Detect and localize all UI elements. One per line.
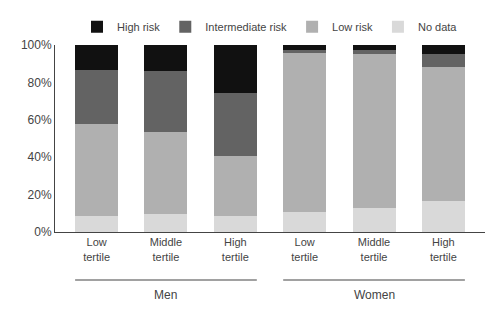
svg-text:100%: 100% xyxy=(21,38,52,52)
svg-text:Lowtertile: Lowtertile xyxy=(291,236,318,262)
svg-text:0%: 0% xyxy=(34,225,52,239)
svg-text:Men: Men xyxy=(154,288,177,302)
svg-text:40%: 40% xyxy=(28,150,52,164)
svg-text:No data: No data xyxy=(418,21,457,33)
svg-text:80%: 80% xyxy=(28,76,52,90)
svg-text:Middletertile: Middletertile xyxy=(358,236,390,262)
svg-text:Middletertile: Middletertile xyxy=(150,236,182,262)
svg-text:High risk: High risk xyxy=(117,21,160,33)
svg-text:Low risk: Low risk xyxy=(332,21,373,33)
svg-text:20%: 20% xyxy=(28,188,52,202)
svg-text:Hightertile: Hightertile xyxy=(222,236,249,262)
svg-text:Lowtertile: Lowtertile xyxy=(83,236,110,262)
svg-text:60%: 60% xyxy=(28,113,52,127)
svg-text:Intermediate risk: Intermediate risk xyxy=(205,21,287,33)
svg-text:Women: Women xyxy=(354,288,395,302)
svg-text:Hightertile: Hightertile xyxy=(430,236,457,262)
